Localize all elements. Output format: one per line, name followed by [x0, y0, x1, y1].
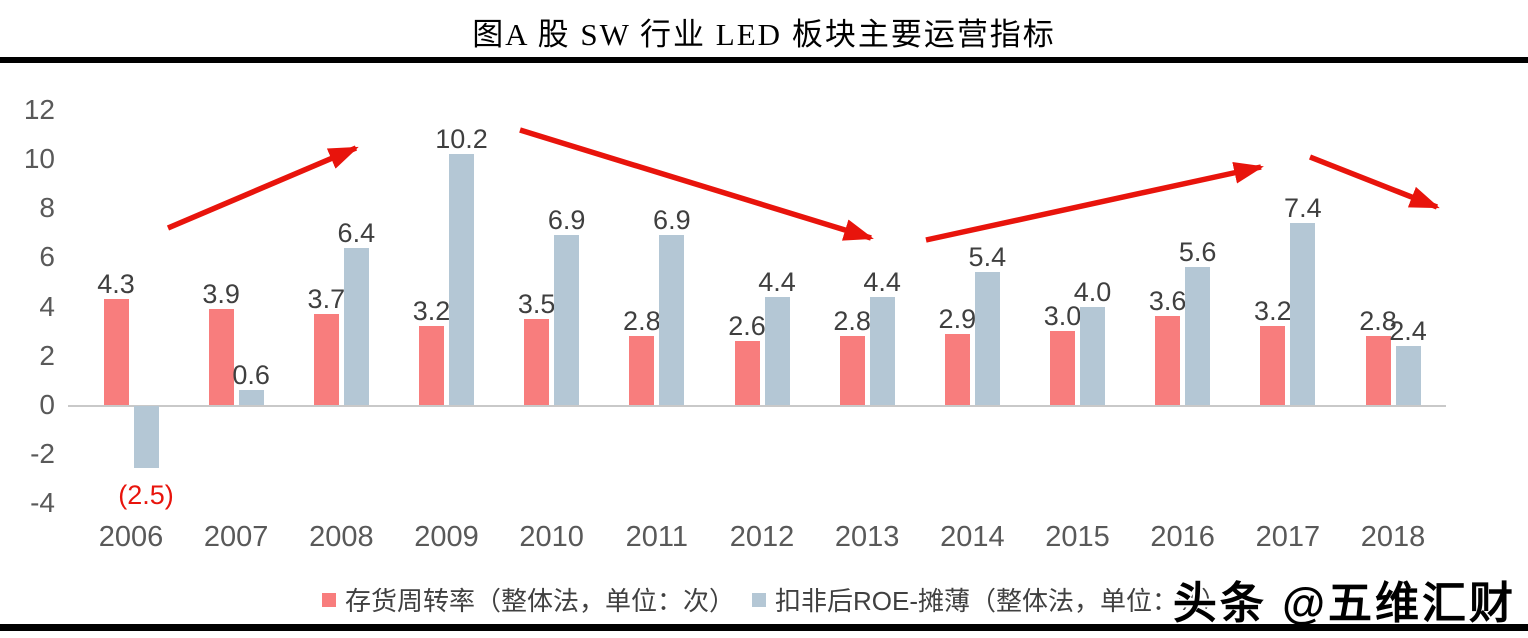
y-tick-label: 4 [39, 290, 55, 322]
value-label: 3.2 [412, 296, 451, 327]
value-label: 2.6 [728, 311, 766, 342]
watermark-toutiao: 头条 @五维汇财 [1172, 579, 1516, 628]
value-label: 7.4 [1284, 192, 1322, 223]
value-label: 3.7 [307, 283, 346, 314]
bar-inventory-turnover [839, 336, 865, 405]
value-label: 6.4 [337, 217, 376, 248]
bar-roe [449, 154, 474, 405]
y-tick-label: -4 [30, 487, 55, 519]
bar-roe [1185, 267, 1211, 405]
value-label: 3.2 [1254, 296, 1292, 327]
value-label: 3.9 [202, 279, 240, 310]
value-label: 2.8 [623, 306, 661, 337]
legend-item-inventory-turnover: 存货周转率（整体法，单位：次） [322, 581, 735, 618]
bar-roe [554, 235, 580, 405]
value-label: 6.9 [653, 205, 691, 236]
bar-inventory-turnover [1050, 331, 1075, 405]
x-tick-label: 2014 [940, 521, 1005, 553]
x-tick-label: 2012 [729, 521, 795, 553]
bar-inventory-turnover [1155, 316, 1181, 405]
bar-inventory-turnover [1260, 326, 1286, 405]
bar-inventory-turnover [944, 333, 970, 405]
top-divider-rule [0, 57, 1528, 63]
y-tick-label: 0 [39, 389, 55, 420]
bar-roe [133, 406, 159, 468]
value-label: 4.4 [758, 266, 796, 297]
chart-title: 图A 股 SW 行业 LED 板块主要运营指标 [472, 17, 1056, 52]
legend-item-roe: 扣非后ROE-摊薄（整体法，单位：%） [752, 581, 1227, 618]
y-tick-label: 12 [23, 93, 55, 125]
value-label: 2.4 [1389, 315, 1427, 346]
value-label: 2.8 [833, 306, 871, 337]
value-label: 4.4 [863, 266, 901, 297]
bar-inventory-turnover [103, 299, 129, 405]
value-label: 4.0 [1073, 276, 1112, 307]
value-label: 3.5 [517, 288, 556, 319]
x-tick-label: 2011 [625, 521, 689, 553]
x-tick-label: 2015 [1045, 521, 1110, 553]
trend-arrow [925, 162, 1264, 243]
bar-inventory-turnover [208, 309, 234, 405]
value-label: 10.2 [435, 124, 488, 155]
x-tick-label: 2013 [834, 521, 900, 553]
x-tick-label: 2007 [203, 521, 269, 553]
y-tick-label: 8 [39, 192, 55, 224]
legend-label-roe: 扣非后ROE-摊薄（整体法，单位：%） [775, 586, 1228, 616]
y-tick-label: 2 [39, 339, 55, 371]
trend-arrow [166, 145, 359, 231]
bar-roe [343, 247, 369, 405]
bar-inventory-turnover [1365, 336, 1391, 405]
bar-roe [1080, 306, 1105, 405]
bottom-divider-rule [0, 624, 1528, 631]
bar-inventory-turnover [524, 318, 550, 405]
bar-roe [974, 272, 1000, 405]
value-label: 5.6 [1178, 237, 1217, 268]
legend-label-inventory-turnover: 存货周转率（整体法，单位：次） [345, 586, 736, 616]
bar-roe [869, 296, 895, 405]
value-label: 0.6 [232, 360, 270, 391]
x-tick-label: 2009 [414, 521, 479, 553]
bar-roe [764, 296, 790, 405]
value-label: 2.9 [938, 303, 977, 334]
x-tick-label: 2006 [98, 521, 164, 553]
bar-roe [1395, 345, 1421, 405]
x-tick-label: 2010 [519, 521, 584, 553]
legend-swatch-roe [752, 592, 766, 607]
x-axis-zero-line [68, 405, 1446, 407]
bar-roe [238, 390, 264, 405]
value-label: 2.8 [1359, 306, 1397, 337]
bar-roe [1290, 222, 1316, 405]
y-tick-label: -2 [30, 438, 55, 470]
negative-value-label: (2.5) [118, 479, 174, 510]
x-tick-label: 2008 [309, 521, 374, 553]
bar-inventory-turnover [629, 336, 655, 405]
bar-inventory-turnover [734, 341, 760, 405]
legend-swatch-inventory-turnover [322, 592, 336, 607]
value-label: 6.9 [547, 205, 586, 236]
value-label: 5.4 [968, 242, 1007, 273]
x-tick-label: 2018 [1360, 521, 1426, 553]
x-tick-label: 2017 [1255, 521, 1321, 553]
bar-inventory-turnover [313, 313, 339, 405]
y-tick-label: 6 [39, 241, 55, 273]
bar-roe [659, 235, 685, 405]
y-tick-label: 10 [23, 143, 55, 174]
value-label: 3.0 [1043, 301, 1082, 332]
value-label: 4.3 [97, 269, 135, 300]
value-label: 3.6 [1148, 286, 1187, 317]
bar-inventory-turnover [419, 326, 444, 405]
x-tick-label: 2016 [1150, 521, 1215, 553]
